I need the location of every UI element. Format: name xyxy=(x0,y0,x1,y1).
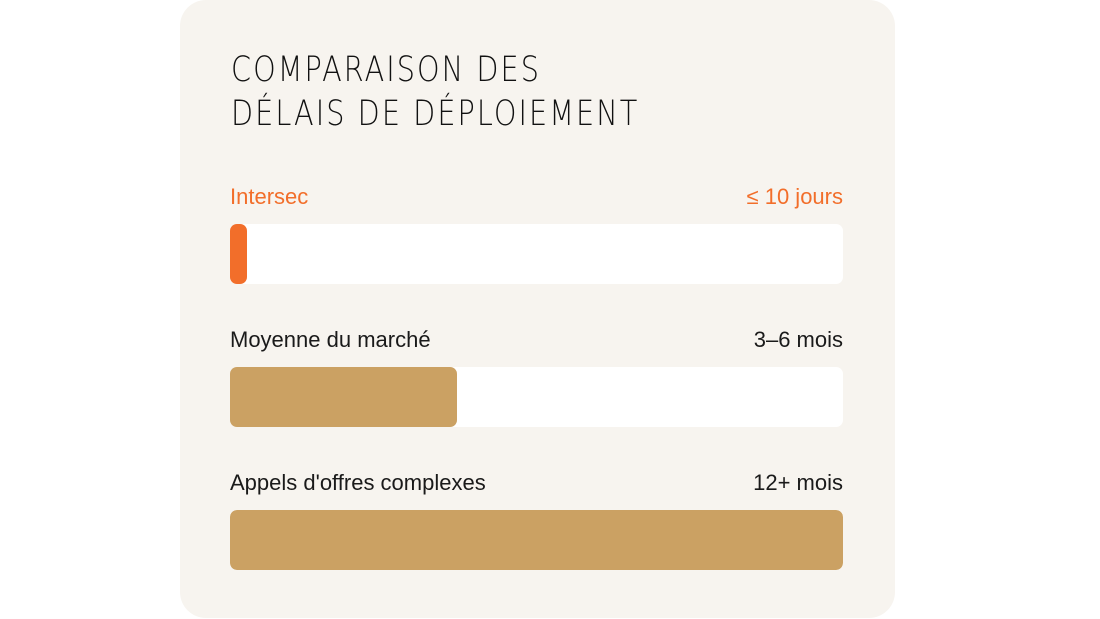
category-label: Moyenne du marché xyxy=(230,327,431,352)
value-label: 3–6 mois xyxy=(753,327,843,352)
bar-label-row: Intersec ≤ 10 jours xyxy=(230,182,843,212)
value-label: 12+ mois xyxy=(753,470,843,495)
bar-track xyxy=(230,367,843,427)
chart-title: COMPARAISON DES DÉLAIS DE DÉPLOIEMENT xyxy=(231,48,639,136)
bar-fill xyxy=(230,367,457,427)
value-label: ≤ 10 jours xyxy=(746,184,843,209)
category-label: Appels d'offres complexes xyxy=(230,470,486,495)
category-label: Intersec xyxy=(230,184,309,209)
bar-label-row: Moyenne du marché 3–6 mois xyxy=(230,325,843,355)
bar-row: Appels d'offres complexes 12+ mois xyxy=(230,468,843,570)
bar-fill xyxy=(230,510,843,570)
bar-row: Moyenne du marché 3–6 mois xyxy=(230,325,843,427)
bar-fill xyxy=(230,224,248,284)
title-line-2: DÉLAIS DE DÉPLOIEMENT xyxy=(231,94,640,134)
bar-track xyxy=(230,510,843,570)
bar-row: Intersec ≤ 10 jours xyxy=(230,182,843,284)
bar-track xyxy=(230,224,843,284)
bar-label-row: Appels d'offres complexes 12+ mois xyxy=(230,468,843,498)
title-line-1: COMPARAISON DES xyxy=(231,50,541,90)
comparison-card: COMPARAISON DES DÉLAIS DE DÉPLOIEMENT In… xyxy=(180,0,895,618)
